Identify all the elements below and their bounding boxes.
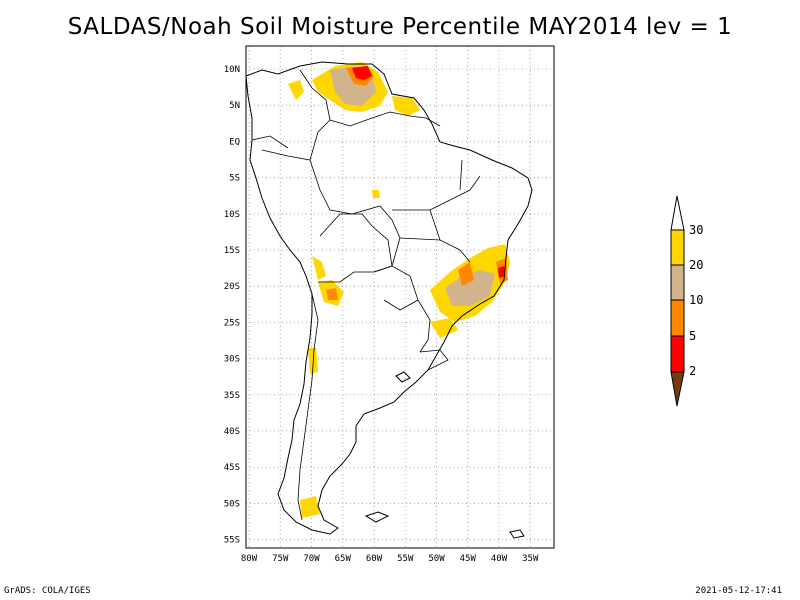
map-gridlines	[246, 46, 554, 548]
lat-label-10S: 10S	[224, 210, 240, 220]
border-paraguay	[373, 265, 419, 311]
lon-label-45W: 45W	[460, 554, 477, 564]
colorbar-arrow-above	[670, 195, 685, 231]
lat-label-20S: 20S	[224, 282, 240, 292]
lon-label-80W: 80W	[241, 554, 258, 564]
shade-amazon-speck	[372, 190, 380, 198]
footer-credit: GrADS: COLA/IGES	[4, 586, 91, 596]
percentile-shading	[288, 62, 510, 518]
colorbar-arrow-below	[670, 371, 685, 407]
longitude-labels: 80W 75W 70W 65W 60W 55W 50W 45W 40W 35W	[241, 554, 539, 564]
isla-extra	[509, 529, 525, 539]
lat-label-45S: 45S	[224, 463, 240, 473]
tierra-del-fuego	[364, 511, 390, 523]
lon-label-35W: 35W	[522, 554, 539, 564]
lon-label-50W: 50W	[428, 554, 445, 564]
border-argentina-brazil	[417, 299, 431, 353]
border-uruguay	[419, 349, 449, 371]
lat-label-40S: 40S	[224, 427, 240, 437]
border-colombia-peru	[261, 131, 319, 161]
lat-label-EQ: EQ	[229, 137, 240, 147]
border-ecuador	[251, 135, 289, 149]
country-borders	[251, 69, 481, 521]
shade-bolivia	[312, 256, 326, 280]
border-guianas	[409, 115, 441, 127]
colorbar-label-2: 2	[689, 364, 696, 378]
colorbar-box-20-30	[670, 229, 685, 266]
colorbar-box-10-20	[670, 264, 685, 301]
latitude-labels: 10N 5N EQ 5S 10S 15S 20S 25S 30S 35S 40S 45S 50S 55S	[224, 65, 240, 546]
border-colombia-venezuela	[299, 69, 331, 133]
brazil-internal-states	[392, 159, 481, 263]
shade-patagonia	[300, 496, 320, 518]
shade-se-brazil-10-20	[445, 270, 495, 306]
border-venezuela-brazil	[329, 111, 411, 127]
shade-guyana	[392, 96, 420, 116]
border-chile-argentina	[297, 293, 319, 521]
colorbar-box-2-5	[670, 335, 685, 373]
shade-se-brazil-coast-2-5	[498, 266, 505, 278]
lat-label-35S: 35S	[224, 391, 240, 401]
footer-timestamp: 2021-05-12-17:41	[695, 586, 782, 596]
lat-label-30S: 30S	[224, 355, 240, 365]
shade-n-argentina-5-10	[326, 288, 338, 300]
lat-label-10N: 10N	[224, 65, 240, 75]
colorbar-legend: 2 5 10 20 30	[670, 195, 703, 407]
map-title: SALDAS/Noah Soil Moisture Percentile MAY…	[67, 14, 733, 40]
lon-label-40W: 40W	[491, 554, 508, 564]
border-peru-brazil	[309, 159, 353, 215]
lon-label-70W: 70W	[303, 554, 320, 564]
shade-colombia-west	[288, 80, 304, 100]
shade-venezuela-2-5	[352, 66, 372, 80]
colorbar-label-30: 30	[689, 223, 703, 237]
continent-outline	[245, 61, 533, 539]
shade-se-brazil-5-10	[458, 262, 474, 286]
shade-south-brazil	[430, 318, 458, 338]
lat-label-50S: 50S	[224, 499, 240, 509]
lat-label-5N: 5N	[229, 101, 240, 111]
colorbar-label-10: 10	[689, 293, 703, 307]
lon-label-60W: 60W	[366, 554, 383, 564]
colorbar-label-20: 20	[689, 258, 703, 272]
lat-label-15S: 15S	[224, 246, 240, 256]
lat-label-25S: 25S	[224, 318, 240, 328]
colorbar-box-5-10	[670, 299, 685, 337]
falkland-islands	[395, 371, 411, 383]
map-frame	[245, 45, 555, 549]
south-america-coastline	[245, 61, 533, 535]
lat-label-55S: 55S	[224, 536, 240, 546]
lon-label-55W: 55W	[397, 554, 414, 564]
lat-label-5S: 5S	[229, 174, 240, 184]
lon-label-65W: 65W	[335, 554, 352, 564]
border-brazil-bolivia	[351, 205, 401, 267]
lon-label-75W: 75W	[272, 554, 289, 564]
border-bolivia	[318, 213, 393, 283]
colorbar-labels: 2 5 10 20 30	[689, 223, 703, 378]
colorbar-label-5: 5	[689, 329, 696, 343]
